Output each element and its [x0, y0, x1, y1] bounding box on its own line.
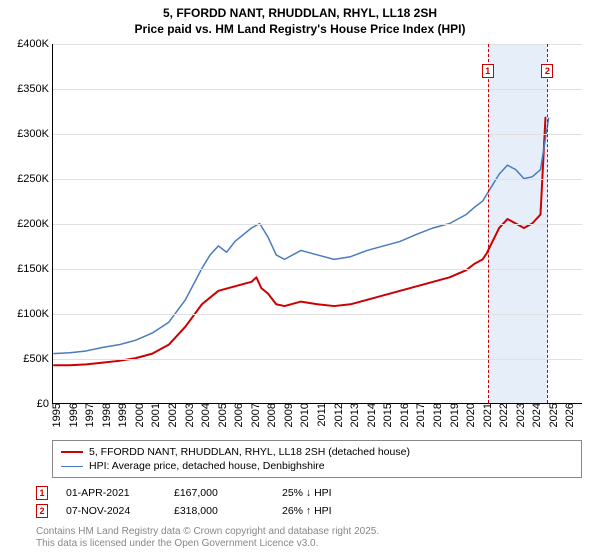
y-tick-label: £250K: [17, 173, 53, 185]
legend-swatch-price-paid: [61, 451, 83, 453]
y-tick-label: £150K: [17, 263, 53, 275]
marker-badge-2: 2: [36, 504, 48, 518]
attribution: Contains HM Land Registry data © Crown c…: [36, 526, 379, 550]
plot-area: £0£50K£100K£150K£200K£250K£300K£350K£400…: [52, 44, 582, 404]
x-tick-label: 2024: [529, 403, 543, 427]
marker-price-1: £167,000: [174, 487, 264, 499]
chart-container: 5, FFORDD NANT, RHUDDLAN, RHYL, LL18 2SH…: [0, 0, 600, 560]
x-tick-label: 2002: [165, 403, 179, 427]
x-tick-label: 2008: [264, 403, 278, 427]
y-tick-label: £100K: [17, 308, 53, 320]
attribution-line-1: Contains HM Land Registry data © Crown c…: [36, 526, 379, 538]
marker-delta-1: 25% ↓ HPI: [282, 487, 372, 499]
x-tick-label: 2006: [231, 403, 245, 427]
legend-swatch-hpi: [61, 466, 83, 467]
x-tick-label: 2007: [248, 403, 262, 427]
y-tick-label: £400K: [17, 38, 53, 50]
legend-item-hpi: HPI: Average price, detached house, Denb…: [61, 459, 573, 473]
x-tick-label: 1999: [115, 403, 129, 427]
x-tick-label: 2022: [496, 403, 510, 427]
y-gridline: [53, 44, 582, 45]
marker-date-2: 07-NOV-2024: [66, 505, 156, 517]
y-tick-label: £350K: [17, 83, 53, 95]
x-tick-label: 2012: [331, 403, 345, 427]
x-tick-label: 2021: [480, 403, 494, 427]
x-tick-label: 2000: [132, 403, 146, 427]
x-tick-label: 1995: [49, 403, 63, 427]
marker-row-2: 2 07-NOV-2024 £318,000 26% ↑ HPI: [36, 502, 372, 520]
series-hpi: [53, 118, 549, 354]
chart-title: 5, FFORDD NANT, RHUDDLAN, RHYL, LL18 2SH…: [0, 0, 600, 37]
x-tick-label: 2011: [314, 403, 328, 427]
marker-vline: [488, 44, 489, 403]
marker-row-1: 1 01-APR-2021 £167,000 25% ↓ HPI: [36, 484, 372, 502]
x-tick-label: 2001: [148, 403, 162, 427]
x-tick-label: 2013: [347, 403, 361, 427]
legend-label-price-paid: 5, FFORDD NANT, RHUDDLAN, RHYL, LL18 2SH…: [89, 446, 410, 458]
marker-price-2: £318,000: [174, 505, 264, 517]
x-tick-label: 2016: [397, 403, 411, 427]
y-gridline: [53, 89, 582, 90]
marker-box-1: 1: [482, 64, 494, 78]
marker-box-2: 2: [541, 64, 553, 78]
x-tick-label: 1996: [66, 403, 80, 427]
x-tick-label: 2014: [364, 403, 378, 427]
x-tick-label: 2010: [297, 403, 311, 427]
x-tick-label: 2018: [430, 403, 444, 427]
marker-badge-1: 1: [36, 486, 48, 500]
x-tick-label: 2004: [198, 403, 212, 427]
y-gridline: [53, 134, 582, 135]
x-tick-label: 1997: [82, 403, 96, 427]
marker-vline: [547, 44, 548, 403]
x-tick-label: 2019: [447, 403, 461, 427]
x-tick-label: 2003: [182, 403, 196, 427]
y-gridline: [53, 359, 582, 360]
x-tick-label: 2026: [562, 403, 576, 427]
x-tick-label: 2009: [281, 403, 295, 427]
x-tick-label: 2015: [380, 403, 394, 427]
legend-box: 5, FFORDD NANT, RHUDDLAN, RHYL, LL18 2SH…: [52, 440, 582, 478]
x-tick-label: 2025: [546, 403, 560, 427]
legend-item-price-paid: 5, FFORDD NANT, RHUDDLAN, RHYL, LL18 2SH…: [61, 445, 573, 459]
marker-date-1: 01-APR-2021: [66, 487, 156, 499]
x-tick-label: 2005: [215, 403, 229, 427]
x-tick-label: 2017: [413, 403, 427, 427]
marker-table: 1 01-APR-2021 £167,000 25% ↓ HPI 2 07-NO…: [36, 484, 372, 520]
y-gridline: [53, 269, 582, 270]
y-tick-label: £200K: [17, 218, 53, 230]
y-tick-label: £300K: [17, 128, 53, 140]
y-gridline: [53, 179, 582, 180]
attribution-line-2: This data is licensed under the Open Gov…: [36, 538, 379, 550]
series-price_paid: [53, 118, 546, 366]
y-tick-label: £50K: [23, 353, 53, 365]
y-gridline: [53, 314, 582, 315]
x-tick-label: 1998: [99, 403, 113, 427]
x-tick-label: 2020: [463, 403, 477, 427]
title-line-1: 5, FFORDD NANT, RHUDDLAN, RHYL, LL18 2SH: [0, 6, 600, 22]
title-line-2: Price paid vs. HM Land Registry's House …: [0, 22, 600, 38]
x-tick-label: 2023: [513, 403, 527, 427]
marker-delta-2: 26% ↑ HPI: [282, 505, 372, 517]
legend-label-hpi: HPI: Average price, detached house, Denb…: [89, 460, 325, 472]
y-gridline: [53, 224, 582, 225]
